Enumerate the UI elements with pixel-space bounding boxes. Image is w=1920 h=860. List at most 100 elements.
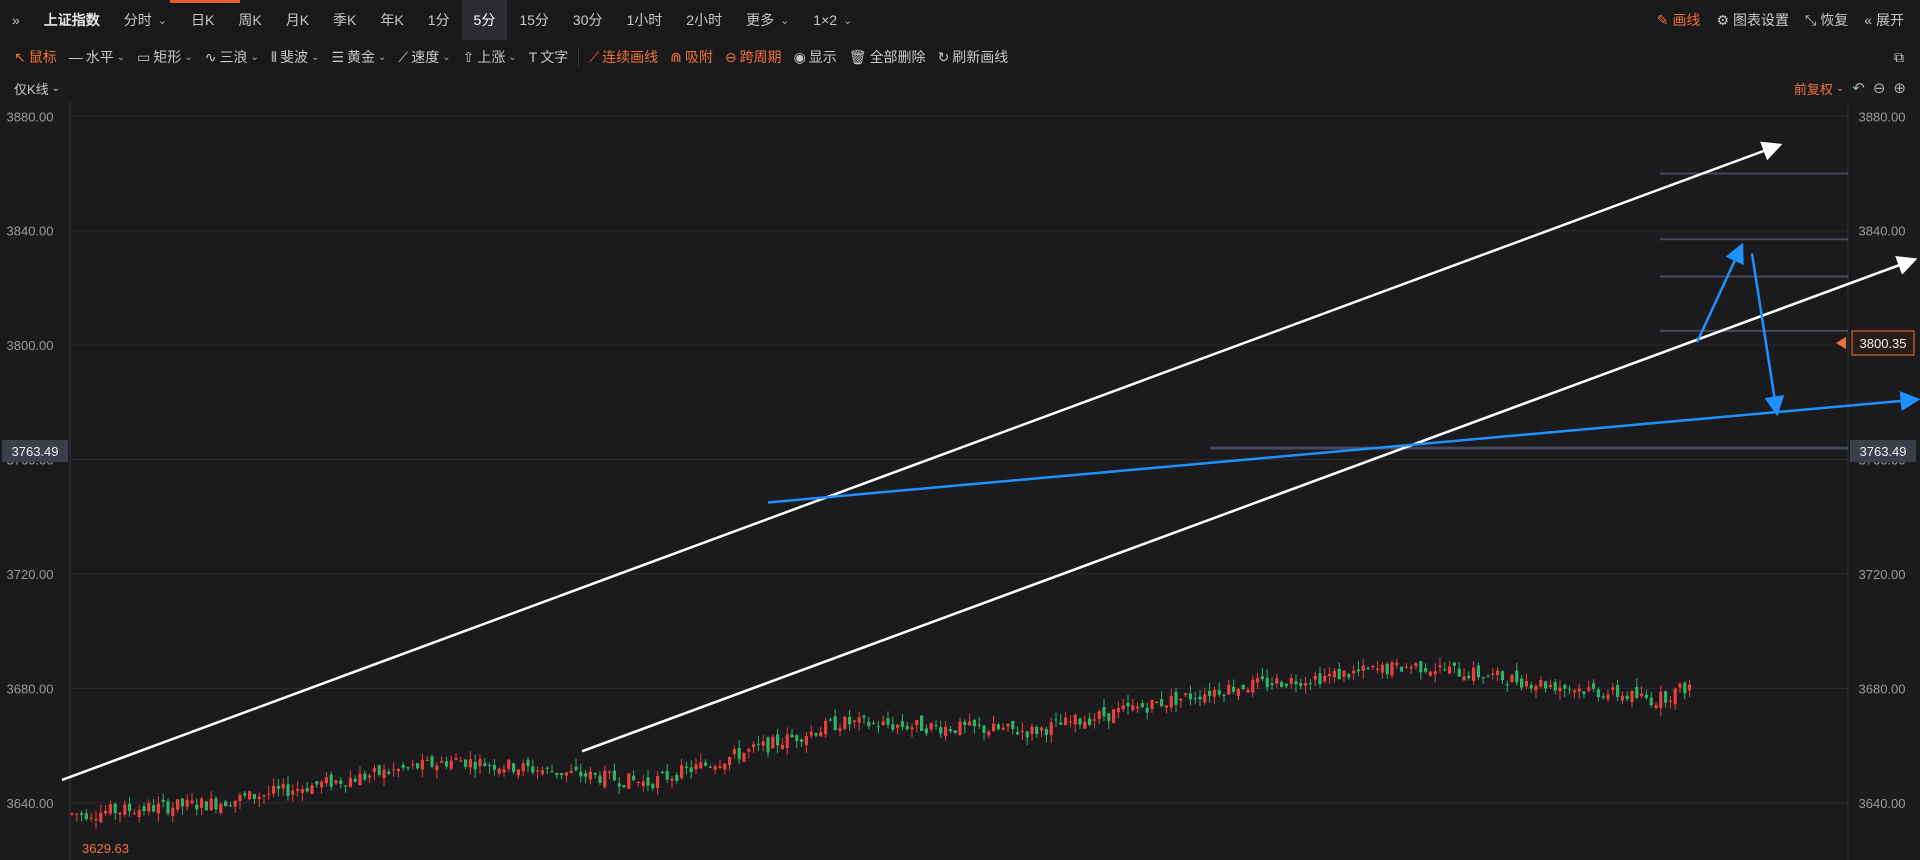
candle-body (248, 791, 252, 800)
blue-trend-line (767, 391, 1920, 504)
candle-body (689, 767, 693, 773)
chart-settings-button[interactable]: ⚙ 图表设置 (1708, 0, 1797, 40)
tab-yearly[interactable]: 年K (380, 12, 404, 28)
zoom-in-icon[interactable]: ⊕ (1893, 80, 1906, 97)
continuous-draw-toggle[interactable]: ⟋ 连续画线 (583, 40, 664, 74)
tab-quarterly[interactable]: 季K (333, 12, 357, 28)
restore-button[interactable]: ⤡ 恢复 (1797, 0, 1856, 40)
candle-body (1510, 674, 1514, 683)
candle-body (1356, 669, 1360, 672)
snap-toggle[interactable]: ⋒ 吸附 (664, 40, 719, 74)
candle-body (315, 781, 319, 785)
tab-more[interactable]: 更多 ⌄ (734, 0, 801, 40)
kline-mode-dropdown[interactable]: 仅K线 ⌄ (14, 79, 60, 98)
golden-tool[interactable]: ☰ 黄金 ⌄ (325, 40, 392, 74)
candle-body (1582, 691, 1586, 695)
candle-body (1366, 668, 1370, 670)
mouse-tool[interactable]: ↖ 鼠标 (8, 40, 63, 74)
golden-ratio-icon: ☰ (331, 48, 344, 65)
candle-body (420, 759, 424, 770)
candle-body (75, 813, 79, 815)
tab-daily[interactable]: 日K (191, 12, 215, 28)
candle-body (1371, 666, 1375, 668)
candle-body (171, 807, 175, 816)
candle-body (1630, 690, 1634, 703)
candle-body (1313, 675, 1317, 680)
candle-body (929, 723, 933, 730)
rectangle-icon: ▭ (137, 48, 151, 65)
tab-1min[interactable]: 1分 (427, 12, 450, 28)
candle-body (329, 774, 333, 787)
cross-period-toggle[interactable]: ⊖ 跨周期 (719, 40, 788, 74)
tab-fenshi[interactable]: 分时 ⌄ (112, 0, 179, 40)
tab-weekly[interactable]: 周K (238, 12, 262, 28)
candle-body (588, 771, 592, 780)
tab-30min[interactable]: 30分 (572, 12, 603, 28)
candle-body (166, 801, 170, 814)
candle-body (89, 817, 93, 819)
candle-body (132, 813, 136, 815)
tool-label: 上涨 (477, 49, 506, 65)
candle-body (507, 759, 511, 769)
candle-body (272, 785, 276, 794)
fib-tool[interactable]: ⦀ 斐波 ⌄ (265, 40, 326, 74)
candle-body (1664, 691, 1668, 703)
tab-monthly[interactable]: 月K (285, 12, 310, 28)
candle-body (843, 716, 847, 729)
candle-body (920, 715, 924, 731)
zoom-out-icon[interactable]: ⊖ (1872, 80, 1886, 97)
candle-body (1011, 721, 1015, 729)
tab-layout[interactable]: 1×2 ⌄ (801, 0, 864, 40)
speed-tool[interactable]: ⟋ 速度 ⌄ (392, 40, 456, 74)
show-toggle[interactable]: ◉ 显示 (788, 40, 843, 74)
candle-body (425, 759, 429, 761)
up-arrow-tool[interactable]: ⇧ 上涨 ⌄ (457, 40, 523, 74)
crosshair-box-left (2, 440, 68, 462)
candle-body (377, 765, 381, 775)
candle-body (1673, 688, 1677, 705)
refresh-lines-button[interactable]: ↻ 刷新画线 (932, 40, 1015, 74)
delete-all-button[interactable]: 🗑 全部删除 (843, 40, 932, 74)
collapse-button[interactable]: » (0, 0, 32, 40)
candle-body (1563, 684, 1567, 689)
candle-body (1596, 689, 1600, 697)
tab-2hour[interactable]: 2小时 (686, 12, 723, 28)
candle-body (156, 803, 160, 814)
draw-button[interactable]: ✎ 画线 (1649, 0, 1709, 40)
candle-body (1654, 704, 1658, 708)
candle-body (1006, 723, 1010, 727)
text-tool[interactable]: T 文字 (523, 40, 575, 74)
rect-tool[interactable]: ▭ 矩形 ⌄ (131, 40, 199, 74)
candle-body (1188, 693, 1192, 700)
candle-body (200, 798, 204, 808)
kline-chart[interactable]: 3880.003840.003800.003760.003720.003680.… (0, 102, 1920, 860)
candle-body (1232, 686, 1236, 692)
candle-body (785, 734, 789, 749)
candle-body (1534, 685, 1538, 691)
adjust-dropdown[interactable]: 前复权 ⌄ (1794, 79, 1844, 98)
candle-body (1212, 689, 1216, 697)
undo-icon[interactable]: ↶ (1852, 80, 1865, 97)
candle-body (598, 775, 602, 783)
tab-15min[interactable]: 15分 (519, 12, 549, 28)
chevron-down-icon: ⌄ (780, 14, 790, 27)
tab-1hour[interactable]: 1小时 (626, 12, 663, 28)
candle-body (708, 766, 712, 768)
horizontal-tool[interactable]: — 水平 ⌄ (63, 40, 131, 74)
restore-icon: ⤡ (1805, 11, 1817, 28)
candle-body (1035, 727, 1039, 735)
wave-icon: ∿ (204, 48, 217, 65)
popout-button[interactable]: ⧉ (1888, 40, 1910, 74)
candle-body (84, 813, 88, 820)
tool-label: 跨周期 (739, 49, 782, 65)
tab-5min[interactable]: 5分 (461, 0, 508, 40)
expand-button[interactable]: «展开 (1856, 0, 1912, 40)
candle-body (1016, 732, 1020, 735)
candle-body (502, 769, 506, 773)
wave-tool[interactable]: ∿ 三浪 ⌄ (199, 40, 265, 74)
candle-body (1476, 665, 1480, 678)
candle-body (1592, 683, 1596, 689)
candle-body (1304, 683, 1308, 686)
candle-body (444, 761, 448, 767)
candle-body (1496, 670, 1500, 676)
